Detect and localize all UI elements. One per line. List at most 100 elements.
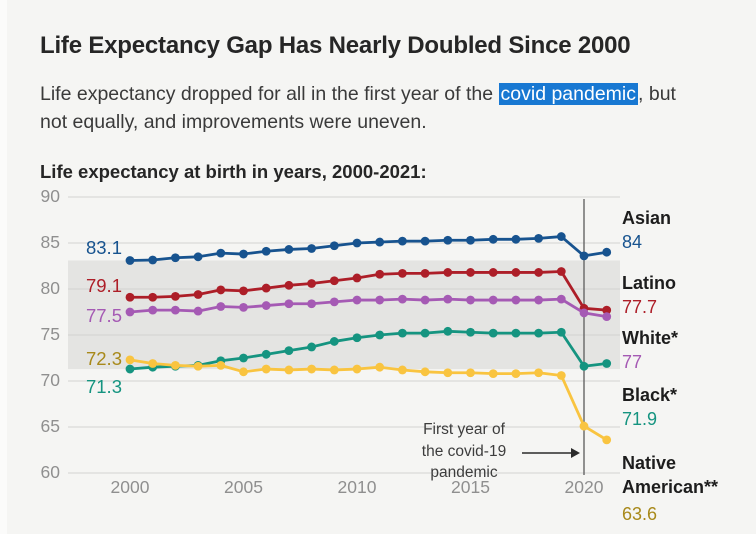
series-point-white-2015 xyxy=(466,295,475,305)
series-point-native-american-2010 xyxy=(352,364,362,374)
series-line-native-american xyxy=(129,358,608,442)
series-point-native-american-2008 xyxy=(307,364,316,374)
series-point-native-american-2011 xyxy=(375,362,385,372)
series-point-latino-2014 xyxy=(443,268,453,277)
chart-heading: Life expectancy at birth in years, 2000-… xyxy=(40,161,427,183)
x-axis-tick-2015: 2015 xyxy=(451,477,490,497)
series-point-asian-2003 xyxy=(193,252,203,262)
y-axis-tick-65: 65 xyxy=(40,416,60,436)
series-point-asian-2004 xyxy=(216,248,226,258)
series-point-native-american-2013 xyxy=(420,367,430,377)
series-point-black-2010 xyxy=(352,333,362,343)
series-point-white-2006 xyxy=(261,301,271,310)
start-value-black: 71.3 xyxy=(85,376,122,398)
x-axis-tick-2000: 2000 xyxy=(110,477,150,497)
series-point-native-american-2015 xyxy=(466,368,475,378)
series-point-latino-2013 xyxy=(420,268,430,278)
series-point-native-american-2006 xyxy=(261,364,271,374)
series-point-native-american-2020 xyxy=(579,421,589,431)
covid-annotation: First year of the covid-19 pandemic xyxy=(398,419,530,484)
series-point-white-2007 xyxy=(284,299,294,309)
series-point-asian-2002 xyxy=(171,253,180,263)
series-point-latino-2007 xyxy=(284,280,294,290)
page-title: Life Expectancy Gap Has Nearly Doubled S… xyxy=(40,32,631,60)
legend-value-white: 77 xyxy=(622,352,643,372)
series-point-native-american-2019 xyxy=(556,371,566,380)
series-point-asian-2010 xyxy=(352,238,362,248)
series-point-asian-2013 xyxy=(420,236,430,246)
series-point-white-2021 xyxy=(602,312,612,321)
legend-value-latino: 77.7 xyxy=(622,297,658,317)
series-point-black-2016 xyxy=(488,328,498,338)
series-point-white-2000 xyxy=(125,307,135,317)
series-point-native-american-2004 xyxy=(216,360,226,370)
series-point-black-2021 xyxy=(602,359,612,368)
start-value-asian: 83.1 xyxy=(85,237,122,259)
series-point-black-2012 xyxy=(398,328,407,338)
series-point-asian-2008 xyxy=(307,244,316,253)
series-point-black-2006 xyxy=(261,349,271,359)
series-point-white-2020 xyxy=(579,308,589,318)
series-point-asian-2014 xyxy=(443,235,453,245)
series-point-native-american-2001 xyxy=(148,359,158,368)
y-axis-tick-60: 60 xyxy=(40,462,60,482)
series-point-white-2009 xyxy=(329,297,339,307)
y-axis-tick-80: 80 xyxy=(40,278,60,298)
series-point-black-2013 xyxy=(420,328,430,338)
series-point-white-2001 xyxy=(148,305,158,315)
series-line-white xyxy=(129,297,607,318)
y-axis-tick-75: 75 xyxy=(40,324,60,344)
series-point-black-2014 xyxy=(443,326,453,336)
series-point-asian-2015 xyxy=(466,235,475,245)
series-point-latino-2008 xyxy=(307,279,316,288)
series-point-native-american-2018 xyxy=(534,368,543,378)
subtitle-text-after: , but not equally, and improvements were… xyxy=(40,82,676,133)
start-value-native-american: 72.3 xyxy=(85,347,122,369)
covid-annotation-line2: the covid-19 xyxy=(421,442,507,460)
y-axis-tick-90: 90 xyxy=(40,186,60,206)
y-axis-tick-70: 70 xyxy=(40,370,60,390)
series-point-black-2020 xyxy=(579,361,589,371)
series-point-asian-2009 xyxy=(329,241,339,251)
y-axis-tick-85: 85 xyxy=(40,232,60,252)
x-axis-tick-2010: 2010 xyxy=(337,477,377,497)
series-point-white-2013 xyxy=(420,295,430,305)
covid-annotation-line3: pandemic xyxy=(430,464,498,482)
series-point-black-2009 xyxy=(329,337,339,346)
series-point-white-2011 xyxy=(375,295,385,305)
series-point-asian-2012 xyxy=(398,236,407,246)
series-point-native-american-2014 xyxy=(443,368,453,378)
series-point-latino-2005 xyxy=(239,286,248,296)
series-point-black-2005 xyxy=(239,353,248,363)
legend-name-black: Black* xyxy=(622,385,678,405)
start-value-white: 77.5 xyxy=(85,305,122,326)
series-point-latino-2006 xyxy=(261,283,271,293)
series-point-asian-2019 xyxy=(556,232,566,241)
series-point-white-2017 xyxy=(511,295,521,305)
series-point-asian-2021 xyxy=(602,247,612,257)
series-point-black-2008 xyxy=(307,342,316,352)
series-point-latino-2001 xyxy=(148,292,158,302)
series-point-white-2008 xyxy=(307,299,316,309)
series-point-latino-2011 xyxy=(375,269,385,279)
series-point-native-american-2003 xyxy=(193,361,203,371)
series-point-asian-2016 xyxy=(488,234,498,244)
series-point-latino-2021 xyxy=(602,305,612,315)
series-point-black-2017 xyxy=(511,328,521,338)
legend-value-asian: 84 xyxy=(622,232,643,252)
series-point-native-american-2016 xyxy=(488,369,498,379)
series-point-latino-2009 xyxy=(329,276,339,286)
subtitle: Life expectancy dropped for all in the f… xyxy=(40,80,708,137)
series-point-asian-2020 xyxy=(579,251,589,261)
series-point-black-2011 xyxy=(375,330,385,340)
legend-name-white: White* xyxy=(622,328,678,348)
annotation-arrow-head xyxy=(571,448,580,458)
series-point-white-2014 xyxy=(443,294,453,304)
series-point-asian-2017 xyxy=(511,234,521,244)
series-point-asian-2006 xyxy=(261,246,271,256)
series-point-asian-2001 xyxy=(148,255,158,265)
covid-annotation-line1: First year of xyxy=(423,421,505,438)
series-point-black-2007 xyxy=(284,346,294,356)
series-point-asian-2005 xyxy=(239,249,248,259)
series-point-black-2018 xyxy=(534,328,543,338)
